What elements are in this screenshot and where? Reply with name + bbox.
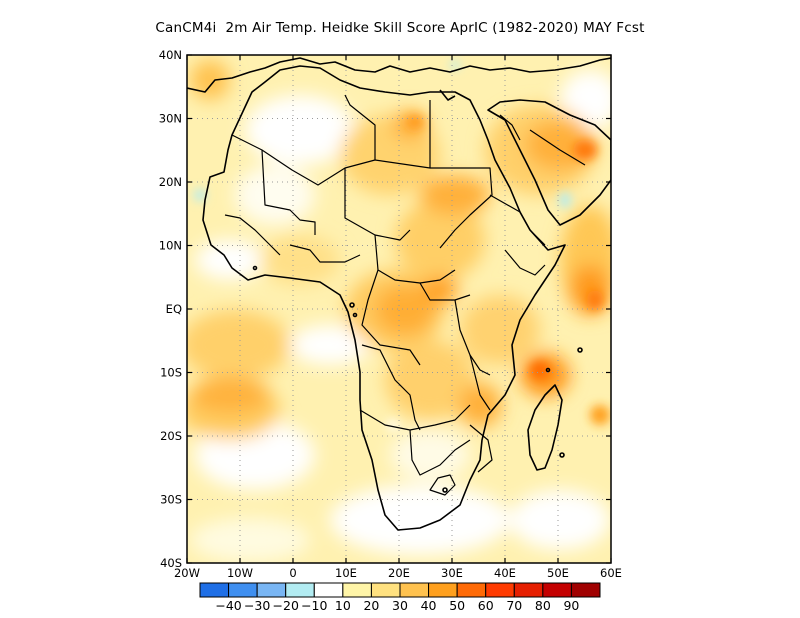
colorbar-swatch <box>513 582 544 598</box>
colorbar-swatch <box>199 582 230 598</box>
colorbar-label: −40 <box>215 598 241 613</box>
colorbar-label: 30 <box>392 598 408 613</box>
colorbar-label: −10 <box>301 598 327 613</box>
colorbar-label: 80 <box>535 598 551 613</box>
colorbar-swatch <box>485 582 515 598</box>
lon-tick-label: 10E <box>335 566 357 580</box>
country-borders <box>224 94 586 496</box>
colorbar <box>199 582 601 598</box>
lat-tick-labels: 40N 30N 20N 10N EQ 10S 20S 30S 40S <box>159 48 182 570</box>
colorbar-label: 20 <box>363 598 379 613</box>
lon-tick-label: 0 <box>289 566 296 580</box>
colorbar-swatch <box>256 582 287 598</box>
colorbar-swatch <box>370 582 401 598</box>
colorbar-label: 70 <box>506 598 522 613</box>
colorbar-label: 40 <box>421 598 437 613</box>
lat-tick-label: 40N <box>159 48 182 62</box>
colorbar-label: −20 <box>273 598 299 613</box>
lat-tick-label: 10S <box>160 366 182 380</box>
lon-tick-label: 20W <box>174 566 200 580</box>
lat-tick-label: 20S <box>160 429 182 443</box>
colorbar-labels: −40 −30 −20 −10 10 20 30 40 50 60 70 80 90 <box>215 598 579 613</box>
lon-tick-label: 40E <box>494 566 516 580</box>
lon-tick-labels: 20W 10W 0 10E 20E 30E 40E 50E 60E <box>174 566 622 580</box>
lat-tick-label: 10N <box>159 239 182 253</box>
colorbar-swatch <box>570 582 601 598</box>
colorbar-label: 60 <box>478 598 494 613</box>
lat-tick-label: 40S <box>160 556 182 570</box>
lat-tick-label: 30S <box>160 493 182 507</box>
coastlines <box>187 57 611 531</box>
chart-title: CanCM4i 2m Air Temp. Heidke Skill Score … <box>155 20 645 36</box>
colorbar-swatch <box>399 582 430 598</box>
colorbar-swatch <box>313 582 344 598</box>
lat-tick-label: 20N <box>159 175 182 189</box>
lat-tick-label: EQ <box>166 302 182 316</box>
lon-tick-label: 30E <box>441 566 463 580</box>
skill-field <box>187 60 611 562</box>
lon-tick-label: 50E <box>547 566 569 580</box>
colorbar-label: −30 <box>244 598 270 613</box>
colorbar-swatch <box>285 582 315 598</box>
skill-field-detail <box>194 61 610 430</box>
colorbar-label: 90 <box>563 598 579 613</box>
lon-tick-label: 10W <box>227 566 253 580</box>
colorbar-swatch <box>228 582 258 598</box>
map-grid <box>187 55 611 563</box>
lon-tick-label: 60E <box>600 566 622 580</box>
colorbar-swatch <box>542 582 572 598</box>
colorbar-label: 50 <box>449 598 465 613</box>
lon-tick-label: 20E <box>388 566 410 580</box>
colorbar-swatch <box>428 582 458 598</box>
colorbar-swatch <box>342 582 372 598</box>
colorbar-label: 10 <box>335 598 351 613</box>
colorbar-swatch <box>456 582 487 598</box>
axis-ticks <box>186 54 612 564</box>
lat-tick-label: 30N <box>159 112 182 126</box>
